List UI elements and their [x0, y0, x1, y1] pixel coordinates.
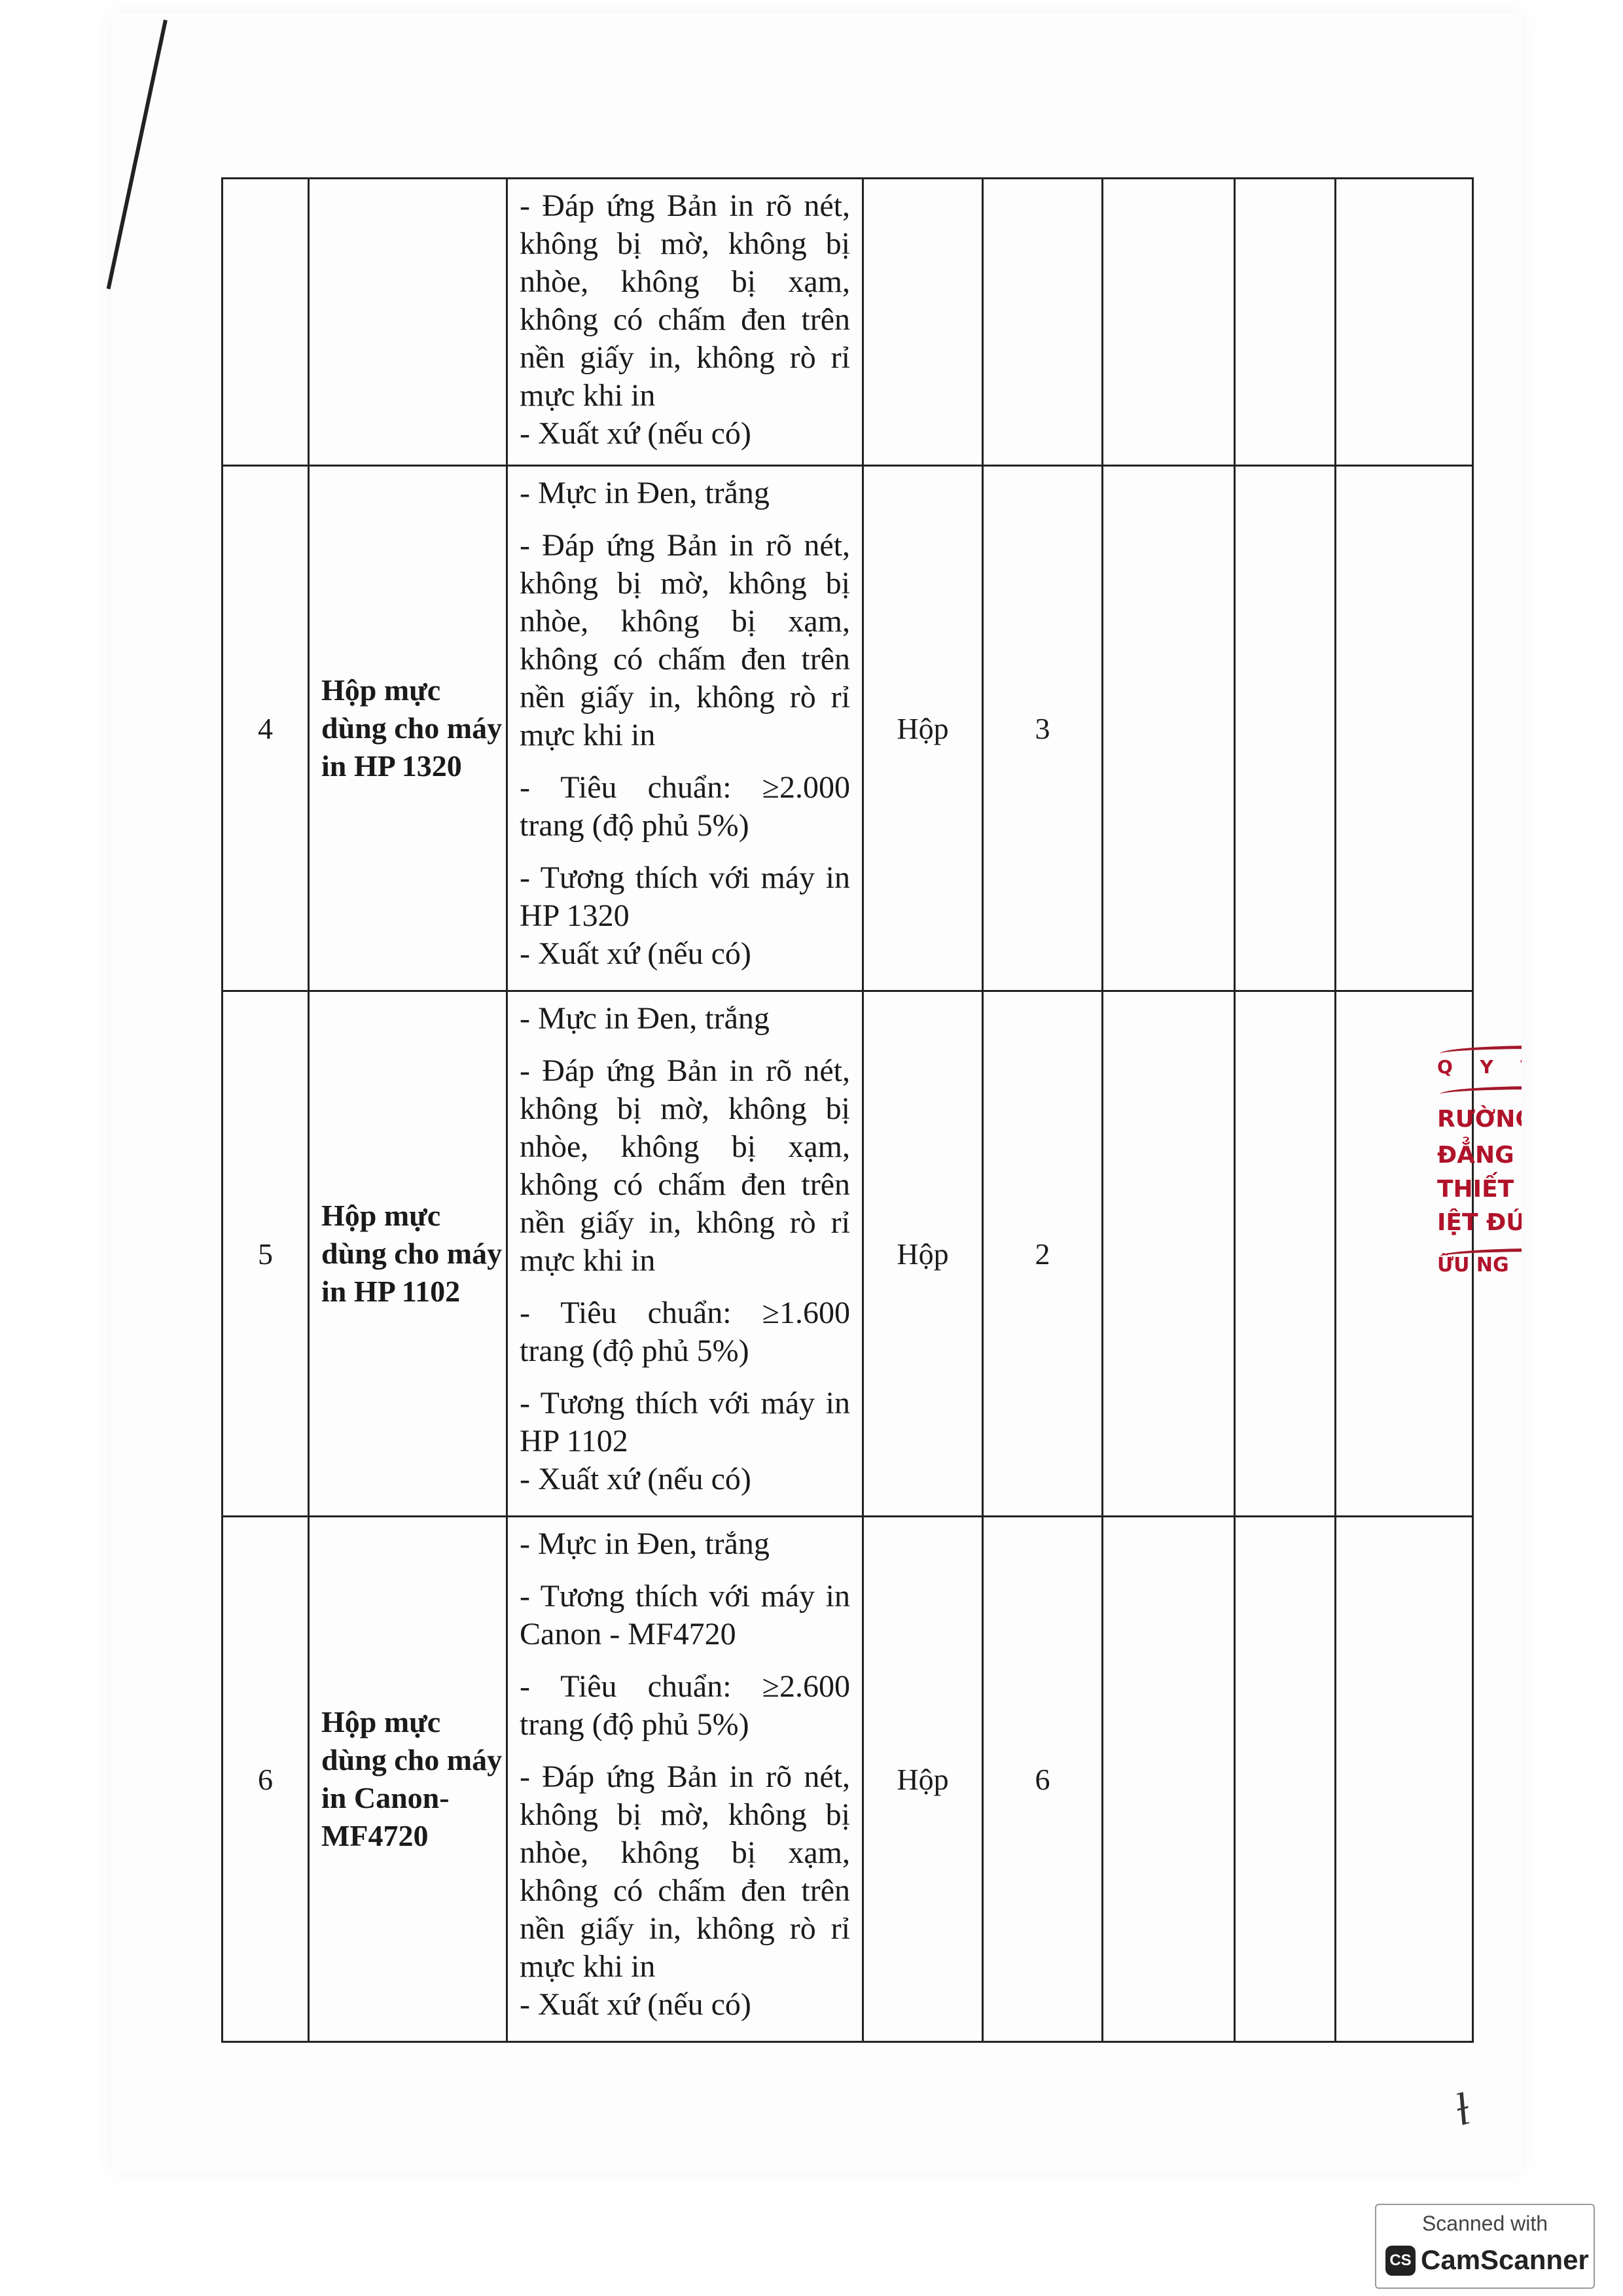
unit-cell: Hộp [862, 1515, 984, 2043]
watermark-caption: Scanned with [1421, 2212, 1548, 2235]
empty-cell [1334, 1515, 1474, 2043]
seal-text: Q Y T [1437, 1056, 1522, 1078]
specification-cell: - Đáp ứng Bản in rõ nét, không bị mờ, kh… [506, 177, 864, 467]
table-row: 4 Hộp mực dùng cho máy in HP 1320- Mực in… [221, 465, 1474, 992]
item-name-cell [308, 177, 508, 467]
empty-cell [1101, 465, 1236, 992]
spec-paragraph: - Tiêu chuẩn: ≥2.600 trang (độ phủ 5%) [520, 1669, 850, 1742]
empty-cell [1234, 177, 1336, 467]
watermark-brand: CamScanner [1421, 2244, 1589, 2275]
empty-cell [1101, 1515, 1236, 2043]
specification-cell: - Mực in Đen, trắng - Đáp ứng Bản in rõ n… [506, 990, 864, 1517]
specification-cell: - Mực in Đen, trắng - Đáp ứng Bản in rõ n… [506, 465, 864, 992]
seal-text: IỆT ĐỨ [1437, 1209, 1522, 1236]
row-number-cell: 6 [221, 1515, 310, 2043]
empty-cell [1234, 990, 1336, 1517]
empty-cell [1334, 465, 1474, 992]
table-row: - Đáp ứng Bản in rõ nét, không bị mờ, kh… [221, 177, 1474, 467]
empty-cell [1234, 465, 1336, 992]
camscanner-logo-icon: CS [1385, 2246, 1416, 2276]
quantity-cell [982, 177, 1103, 467]
row-number-cell: 4 [221, 465, 310, 992]
spec-paragraph: - Đáp ứng Bản in rõ nét, không bị mờ, kh… [520, 1053, 850, 1278]
unit-cell: Hộp [862, 465, 984, 992]
spec-paragraph: - Đáp ứng Bản in rõ nét, không bị mờ, kh… [520, 188, 850, 451]
quantity-cell: 6 [982, 1515, 1103, 2043]
seal-text: ĐẲNG Y [1437, 1142, 1522, 1169]
spec-paragraph: - Đáp ứng Bản in rõ nét, không bị mờ, kh… [520, 1759, 850, 2022]
seal-ring [1440, 1086, 1522, 1103]
official-seal-stamp: Q Y T RƯỜNG ĐẲNG Y THIẾT IỆT ĐỨ ỮU NG [1433, 1040, 1522, 1289]
seal-ring [1440, 1046, 1522, 1062]
seal-text: ỮU NG [1437, 1254, 1509, 1277]
seal-text: THIẾT [1437, 1176, 1514, 1203]
item-name-cell: Hộp mực dùng cho máy in HP 1320 [308, 465, 508, 992]
camscanner-watermark: Scanned with CS CamScanner [1375, 2204, 1595, 2289]
empty-cell [1101, 990, 1236, 1517]
seal-text: RƯỜNG [1437, 1106, 1522, 1133]
spec-paragraph: - Tương thích với máy in HP 1320 - Xuất … [520, 860, 850, 971]
row-number-cell: 5 [221, 990, 310, 1517]
spec-paragraph: - Tương thích với máy in HP 1102 - Xuất … [520, 1386, 850, 1496]
spec-paragraph: - Mực in Đen, trắng [520, 1527, 770, 1561]
seal-ring [1440, 1248, 1522, 1265]
empty-cell [1334, 177, 1474, 467]
unit-cell [862, 177, 984, 467]
item-name-cell: Hộp mực dùng cho máy in Canon-MF4720 [308, 1515, 508, 2043]
spec-paragraph: - Tương thích với máy in Canon - MF4720 [520, 1579, 850, 1651]
spec-paragraph: - Tiêu chuẩn: ≥2.000 trang (độ phủ 5%) [520, 770, 850, 843]
empty-cell [1234, 1515, 1336, 2043]
scan-margin [0, 0, 111, 2296]
specification-table: - Đáp ứng Bản in rõ nét, không bị mờ, kh… [221, 177, 1474, 2043]
spec-paragraph: - Mực in Đen, trắng [520, 476, 770, 510]
item-name-cell: Hộp mực dùng cho máy in HP 1102 [308, 990, 508, 1517]
row-number-cell [221, 177, 310, 467]
quantity-cell: 2 [982, 990, 1103, 1517]
unit-cell: Hộp [862, 990, 984, 1517]
spec-paragraph: - Tiêu chuẩn: ≥1.600 trang (độ phủ 5%) [520, 1296, 850, 1368]
specification-cell: - Mực in Đen, trắng - Tương thích với máy… [506, 1515, 864, 2043]
spec-paragraph: - Đáp ứng Bản in rõ nét, không bị mờ, kh… [520, 528, 850, 752]
table-row: 6 Hộp mực dùng cho máy in Canon-MF4720- M… [221, 1515, 1474, 2043]
table-row: 5 Hộp mực dùng cho máy in HP 1102- Mực in… [221, 990, 1474, 1517]
quantity-cell: 3 [982, 465, 1103, 992]
spec-paragraph: - Mực in Đen, trắng [520, 1001, 770, 1036]
empty-cell [1101, 177, 1236, 467]
